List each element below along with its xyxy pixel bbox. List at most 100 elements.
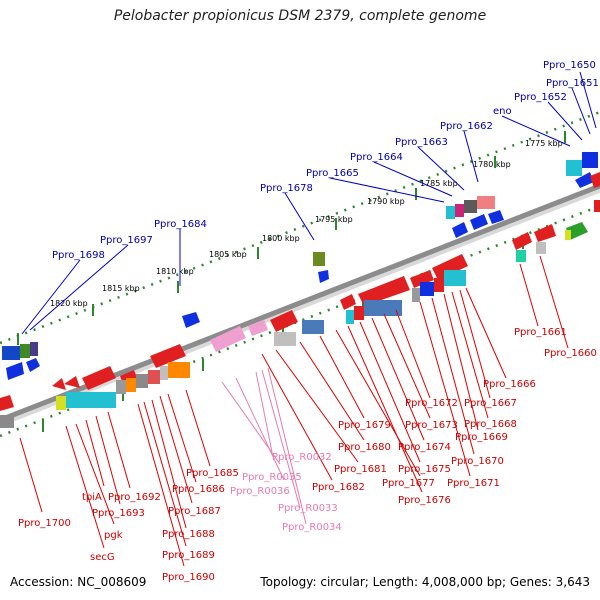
gene-label[interactable]: Ppro_1672 — [405, 398, 458, 409]
gene-feature[interactable] — [210, 326, 246, 352]
gene-feature[interactable] — [582, 152, 598, 168]
gene-label[interactable]: Ppro_1673 — [405, 420, 458, 431]
gene-feature[interactable] — [150, 344, 186, 368]
gene-feature[interactable] — [270, 310, 298, 332]
gene-feature[interactable] — [0, 415, 14, 428]
gene-label[interactable]: Ppro_1651 — [546, 78, 599, 89]
gene-feature[interactable] — [455, 204, 464, 217]
gene-feature[interactable] — [82, 366, 116, 390]
gene-feature[interactable] — [126, 378, 136, 392]
rna-label[interactable]: Ppro_R0032 — [272, 452, 332, 463]
gene-feature[interactable] — [470, 214, 488, 230]
gene-feature[interactable] — [566, 222, 588, 240]
gene-label[interactable]: Ppro_1682 — [312, 482, 365, 493]
gene-label[interactable]: Ppro_1669 — [455, 432, 508, 443]
gene-feature[interactable] — [590, 172, 600, 188]
gene-feature[interactable] — [302, 320, 324, 334]
gene-label[interactable]: Ppro_1665 — [306, 168, 359, 179]
gene-label[interactable]: Ppro_1668 — [464, 419, 517, 430]
gene-feature[interactable] — [488, 210, 504, 224]
gene-label[interactable]: Ppro_1678 — [260, 183, 313, 194]
gene-label[interactable]: Ppro_1692 — [108, 492, 161, 503]
gene-label[interactable]: eno — [493, 106, 512, 117]
gene-label[interactable]: Ppro_1652 — [514, 92, 567, 103]
gene-feature[interactable] — [274, 332, 296, 346]
gene-feature[interactable] — [116, 380, 126, 394]
gene-feature[interactable] — [452, 222, 468, 238]
gene-feature[interactable] — [318, 270, 329, 283]
gene-feature[interactable] — [464, 200, 477, 213]
gene-label[interactable]: Ppro_1674 — [398, 442, 451, 453]
gene-feature[interactable] — [64, 376, 80, 388]
rna-label[interactable]: Ppro_R0036 — [230, 486, 290, 497]
gene-label[interactable]: Ppro_1681 — [334, 464, 387, 475]
gene-feature[interactable] — [516, 250, 526, 262]
gene-label[interactable]: tpiA — [82, 492, 102, 503]
gene-label[interactable]: Ppro_1667 — [464, 398, 517, 409]
gene-label[interactable]: Ppro_1693 — [92, 508, 145, 519]
gene-label[interactable]: Ppro_1662 — [440, 121, 493, 132]
gene-label[interactable]: Ppro_1685 — [186, 468, 239, 479]
gene-label[interactable]: Ppro_1687 — [168, 506, 221, 517]
gene-feature[interactable] — [420, 282, 434, 296]
gene-feature[interactable] — [575, 172, 594, 188]
gene-label[interactable]: Ppro_1650 — [543, 60, 596, 71]
gene-label[interactable]: Ppro_1677 — [382, 478, 435, 489]
gene-feature[interactable] — [594, 200, 600, 212]
gene-label[interactable]: Ppro_1670 — [451, 456, 504, 467]
gene-feature[interactable] — [536, 242, 546, 254]
gene-feature[interactable] — [30, 342, 38, 356]
gene-feature[interactable] — [354, 306, 364, 320]
gene-label[interactable]: Ppro_1675 — [398, 464, 451, 475]
gene-feature[interactable] — [56, 396, 66, 410]
gene-label[interactable]: Ppro_1676 — [398, 495, 451, 506]
gene-label[interactable]: Ppro_1661 — [514, 327, 567, 338]
gene-feature[interactable] — [182, 312, 200, 328]
gene-feature[interactable] — [52, 378, 66, 390]
rna-label[interactable]: Ppro_R0035 — [242, 472, 302, 483]
gene-feature[interactable] — [6, 362, 24, 380]
gene-feature[interactable] — [160, 366, 168, 380]
gene-feature[interactable] — [248, 320, 268, 336]
gene-feature[interactable] — [313, 252, 325, 266]
gene-label[interactable]: Ppro_1686 — [172, 484, 225, 495]
gene-label[interactable]: secG — [90, 552, 115, 563]
gene-label[interactable]: Ppro_1690 — [162, 572, 215, 583]
gene-label[interactable]: Ppro_1697 — [100, 235, 153, 246]
gene-feature[interactable] — [534, 224, 556, 242]
gene-feature[interactable] — [412, 288, 420, 302]
gene-label[interactable]: Ppro_1700 — [18, 518, 71, 529]
gene-feature[interactable] — [446, 206, 455, 219]
gene-label[interactable]: Ppro_1663 — [395, 137, 448, 148]
gene-feature[interactable] — [148, 370, 160, 384]
gene-label[interactable]: pgk — [104, 530, 123, 541]
gene-feature[interactable] — [340, 294, 356, 310]
gene-feature[interactable] — [26, 358, 40, 372]
gene-label[interactable]: Ppro_1666 — [483, 379, 536, 390]
gene-feature[interactable] — [477, 196, 495, 209]
gene-feature[interactable] — [364, 300, 402, 316]
gene-label[interactable]: Ppro_1689 — [162, 550, 215, 561]
gene-feature[interactable] — [136, 374, 148, 388]
gene-feature[interactable] — [444, 270, 466, 286]
gene-feature[interactable] — [432, 254, 468, 280]
gene-label[interactable]: Ppro_1671 — [447, 478, 500, 489]
rna-label[interactable]: Ppro_R0033 — [278, 503, 338, 514]
gene-feature[interactable] — [20, 344, 30, 358]
rna-label[interactable]: Ppro_R0034 — [282, 522, 342, 533]
gene-feature[interactable] — [66, 392, 116, 408]
gene-feature[interactable] — [2, 346, 20, 360]
gene-label[interactable]: Ppro_1698 — [52, 250, 105, 261]
gene-label[interactable]: Ppro_1664 — [350, 152, 403, 163]
gene-label[interactable]: Ppro_1688 — [162, 529, 215, 540]
gene-feature[interactable] — [168, 362, 190, 378]
gene-feature[interactable] — [566, 160, 582, 176]
gene-label[interactable]: Ppro_1684 — [154, 219, 207, 230]
gene-label[interactable]: Ppro_1660 — [544, 348, 597, 359]
gene-label[interactable]: Ppro_1680 — [338, 442, 391, 453]
gene-feature[interactable] — [434, 278, 444, 292]
gene-feature[interactable] — [565, 230, 571, 240]
gene-feature[interactable] — [358, 276, 410, 306]
gene-label[interactable]: Ppro_1679 — [338, 420, 391, 431]
gene-feature[interactable] — [0, 395, 14, 411]
